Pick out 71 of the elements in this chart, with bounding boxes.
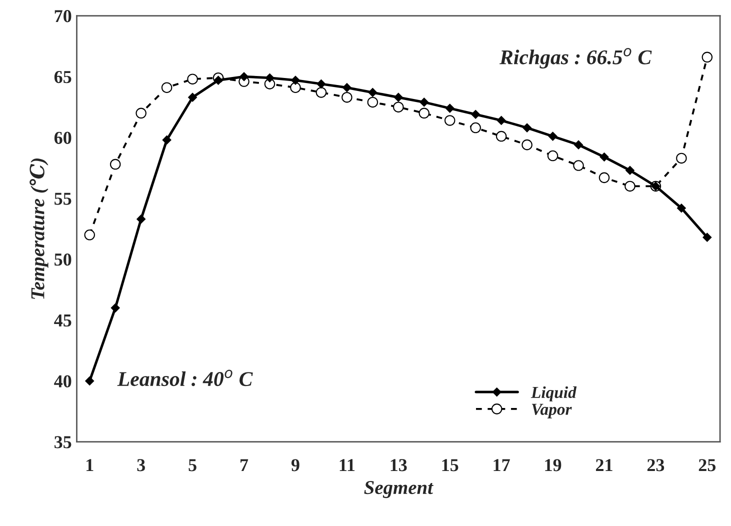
point xyxy=(600,152,609,162)
x-tick-label: 17 xyxy=(494,459,510,472)
point xyxy=(110,158,121,170)
point xyxy=(471,110,480,119)
point xyxy=(702,52,713,63)
point xyxy=(676,204,686,213)
y-tick-label: 35 xyxy=(54,436,72,448)
point xyxy=(368,88,378,97)
point xyxy=(496,116,506,125)
x-tick-label: 7 xyxy=(240,459,248,472)
point xyxy=(84,230,95,240)
point xyxy=(444,115,456,126)
point xyxy=(342,83,352,92)
point xyxy=(240,72,248,82)
point xyxy=(547,150,558,162)
x-tick-label: 3 xyxy=(137,459,145,472)
point xyxy=(188,92,197,102)
point xyxy=(367,96,378,108)
point xyxy=(136,108,146,119)
x-tick-label: 11 xyxy=(340,459,355,472)
x-tick-label: 9 xyxy=(291,459,300,472)
point xyxy=(420,98,429,107)
y-tick-label: 55 xyxy=(54,192,72,205)
point xyxy=(342,92,352,103)
point xyxy=(624,180,636,192)
y-axis-title: Temperature (℃) xyxy=(30,158,48,299)
y-tick-label: 60 xyxy=(54,132,72,144)
point xyxy=(393,102,404,112)
point xyxy=(187,74,198,84)
point xyxy=(85,376,94,386)
point xyxy=(522,123,532,132)
x-tick-label: 19 xyxy=(545,459,562,472)
point xyxy=(136,214,146,224)
point xyxy=(626,166,634,175)
point xyxy=(548,132,558,141)
point xyxy=(316,80,326,88)
annotation: Leansol : 40$^{o}$ C xyxy=(117,370,253,386)
y-tick-label: 40 xyxy=(54,375,72,388)
legend-label: Liquid xyxy=(530,386,577,402)
x-axis-title: Segment xyxy=(364,481,434,498)
y-tick-label: 65 xyxy=(54,70,72,84)
legend-label: Vapor xyxy=(532,404,572,418)
point xyxy=(522,139,532,150)
point xyxy=(162,135,172,144)
point xyxy=(290,82,301,93)
y-tick-label: 70 xyxy=(54,10,72,22)
point xyxy=(418,108,430,119)
annotation: Richgas : 66.5$^{o}$ C xyxy=(500,48,652,69)
y-tick-label: 50 xyxy=(54,254,72,266)
point xyxy=(394,92,403,102)
x-tick-label: 15 xyxy=(442,459,458,472)
x-tick-label: 21 xyxy=(596,459,612,472)
point xyxy=(110,303,120,312)
point xyxy=(574,140,583,150)
point xyxy=(496,130,507,142)
point xyxy=(291,76,300,85)
x-tick-label: 13 xyxy=(390,459,407,472)
x-tick-label: 1 xyxy=(86,459,94,472)
x-tick-label: 5 xyxy=(188,459,196,472)
point xyxy=(445,104,454,113)
point xyxy=(265,73,274,82)
point xyxy=(316,87,327,98)
point xyxy=(470,122,481,134)
point xyxy=(598,172,610,184)
point xyxy=(676,152,687,164)
point xyxy=(161,82,172,93)
x-tick-label: 25 xyxy=(698,459,716,472)
x-tick-label: 23 xyxy=(647,459,664,472)
point xyxy=(573,160,584,171)
y-tick-label: 45 xyxy=(54,314,72,327)
point xyxy=(702,232,712,242)
